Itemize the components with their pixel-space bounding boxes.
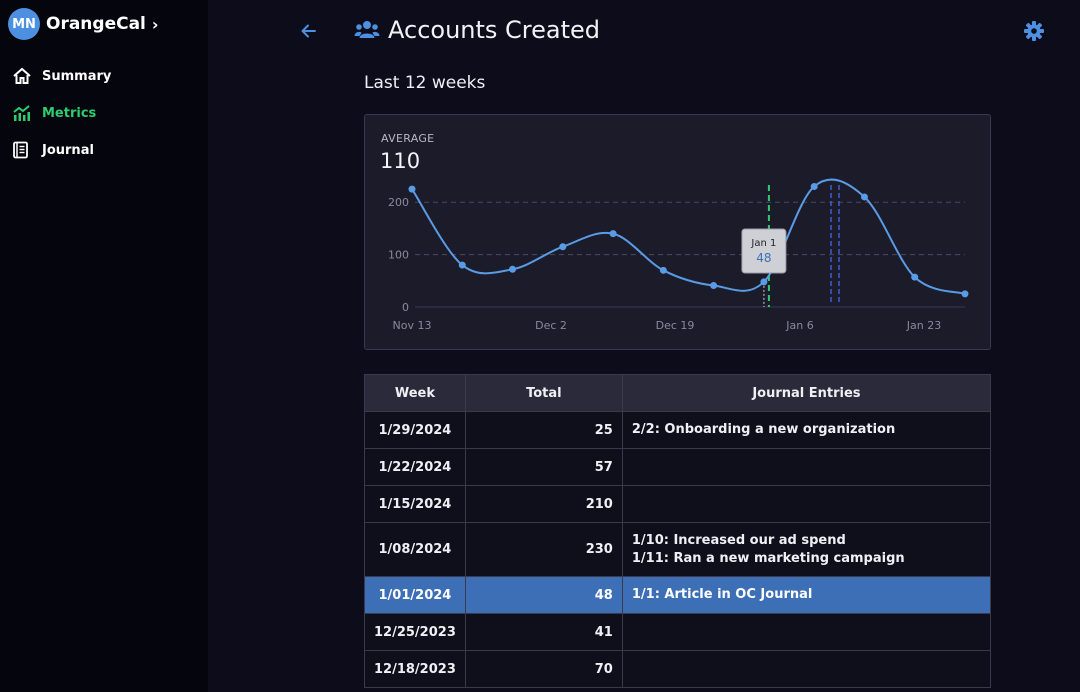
journal-entry[interactable]: 1/11: Ran a new marketing campaign [631, 550, 905, 566]
data-point[interactable] [559, 243, 567, 251]
cell-week: 12/18/2023 [364, 650, 466, 688]
series-line [411, 178, 966, 295]
cell-week: 1/29/2024 [364, 411, 466, 449]
data-point[interactable] [760, 278, 768, 286]
data-point[interactable] [659, 266, 667, 274]
org-name: OrangeCal [46, 14, 146, 34]
sidebar-item-label: Summary [42, 68, 112, 84]
sidebar-item-metrics[interactable]: Metrics [12, 103, 96, 123]
cell-total: 41 [464, 613, 623, 651]
cell-total: 210 [464, 485, 623, 523]
column-header-journal-entries[interactable]: Journal Entries [621, 374, 992, 412]
cell-journal-entries [621, 448, 992, 486]
journal-icon [12, 140, 34, 160]
cell-week: 1/08/2024 [364, 522, 466, 577]
sidebar-item-summary[interactable]: Summary [12, 66, 111, 86]
column-header-week[interactable]: Week [364, 374, 466, 412]
table-row[interactable]: 1/15/2024 210 [364, 485, 992, 523]
cell-total: 230 [464, 522, 623, 577]
cell-journal-entries: 2/2: Onboarding a new organization [621, 411, 992, 449]
cell-journal-entries: 1/10: Increased our ad spend 1/11: Ran a … [621, 522, 992, 577]
table-row[interactable]: 1/08/2024 230 1/10: Increased our ad spend… [364, 522, 992, 577]
cell-total: 70 [464, 650, 623, 688]
org-switcher[interactable]: MN OrangeCal › [8, 8, 158, 40]
table-row[interactable]: 1/01/2024 48 1/1: Article in OC Journal [364, 576, 992, 614]
cell-journal-entries [621, 485, 992, 523]
users-icon [354, 19, 380, 41]
x-tick-label: Dec 19 [656, 319, 695, 332]
average-value: 110 [380, 149, 421, 173]
journal-entry[interactable]: 2/2: Onboarding a new organization [631, 422, 896, 437]
journal-entry[interactable]: 1/10: Increased our ad spend [631, 532, 846, 548]
settings-button[interactable] [1023, 20, 1045, 42]
cell-week: 1/01/2024 [364, 576, 466, 614]
tooltip-value: 48 [756, 251, 771, 265]
average-label: AVERAGE [381, 132, 435, 145]
sidebar-item-journal[interactable]: Journal [12, 140, 94, 160]
back-button[interactable] [298, 21, 320, 41]
cell-week: 12/25/2023 [364, 613, 466, 651]
chevron-right-icon: › [151, 14, 159, 34]
data-point[interactable] [961, 290, 969, 298]
data-point[interactable] [458, 261, 466, 269]
range-label: Last 12 weeks [364, 73, 486, 93]
data-point[interactable] [609, 230, 617, 238]
tooltip [741, 228, 787, 274]
cell-journal-entries [621, 613, 992, 651]
journal-entry[interactable]: 1/1: Article in OC Journal [631, 587, 813, 602]
data-point[interactable] [710, 282, 718, 290]
x-tick-label: Jan 23 [906, 319, 941, 332]
page-title: Accounts Created [388, 16, 601, 44]
page-header: Accounts Created [354, 16, 600, 44]
column-header-total[interactable]: Total [464, 374, 623, 412]
weekly-table: Week Total Journal Entries 1/29/2024 25 2/… [364, 374, 992, 688]
y-tick-label: 100 [388, 249, 409, 262]
x-tick-label: Nov 13 [393, 319, 432, 332]
chart-icon [12, 103, 34, 123]
home-icon [12, 66, 34, 86]
cell-total: 57 [464, 448, 623, 486]
cell-week: 1/15/2024 [364, 485, 466, 523]
y-tick-label: 200 [388, 196, 409, 209]
x-tick-label: Jan 6 [785, 319, 813, 332]
line-chart[interactable]: 0 100 200 Nov 13 Dec 2 Dec 19 Jan 6 Jan 23 Jan 1… [365, 115, 992, 351]
x-tick-label: Dec 2 [535, 319, 567, 332]
arrow-left-icon [301, 24, 316, 38]
sidebar-item-label: Metrics [42, 105, 97, 121]
cell-journal-entries: 1/1: Article in OC Journal [621, 576, 992, 614]
data-point[interactable] [911, 273, 919, 281]
data-point[interactable] [860, 193, 868, 201]
table-row[interactable]: 12/18/2023 70 [364, 650, 992, 688]
chart-card: AVERAGE 110 0 100 200 Nov 13 Dec 2 Dec 19 Jan … [364, 114, 991, 350]
data-point[interactable] [408, 185, 416, 193]
y-tick-label: 0 [402, 301, 409, 314]
cell-week: 1/22/2024 [364, 448, 466, 486]
cell-total: 25 [464, 411, 623, 449]
table-row[interactable]: 1/22/2024 57 [364, 448, 992, 486]
table-row[interactable]: 12/25/2023 41 [364, 613, 992, 651]
data-point[interactable] [509, 265, 517, 273]
avatar: MN [8, 8, 40, 40]
tooltip-label: Jan 1 [750, 238, 776, 249]
cell-total: 48 [464, 576, 623, 614]
data-point[interactable] [810, 182, 818, 190]
sidebar-item-label: Journal [42, 142, 94, 158]
cell-journal-entries [621, 650, 992, 688]
sidebar: MN OrangeCal › Summary Metrics Journal [0, 0, 208, 692]
gear-icon [1024, 21, 1044, 41]
table-row[interactable]: 1/29/2024 25 2/2: Onboarding a new organiz… [364, 411, 992, 449]
